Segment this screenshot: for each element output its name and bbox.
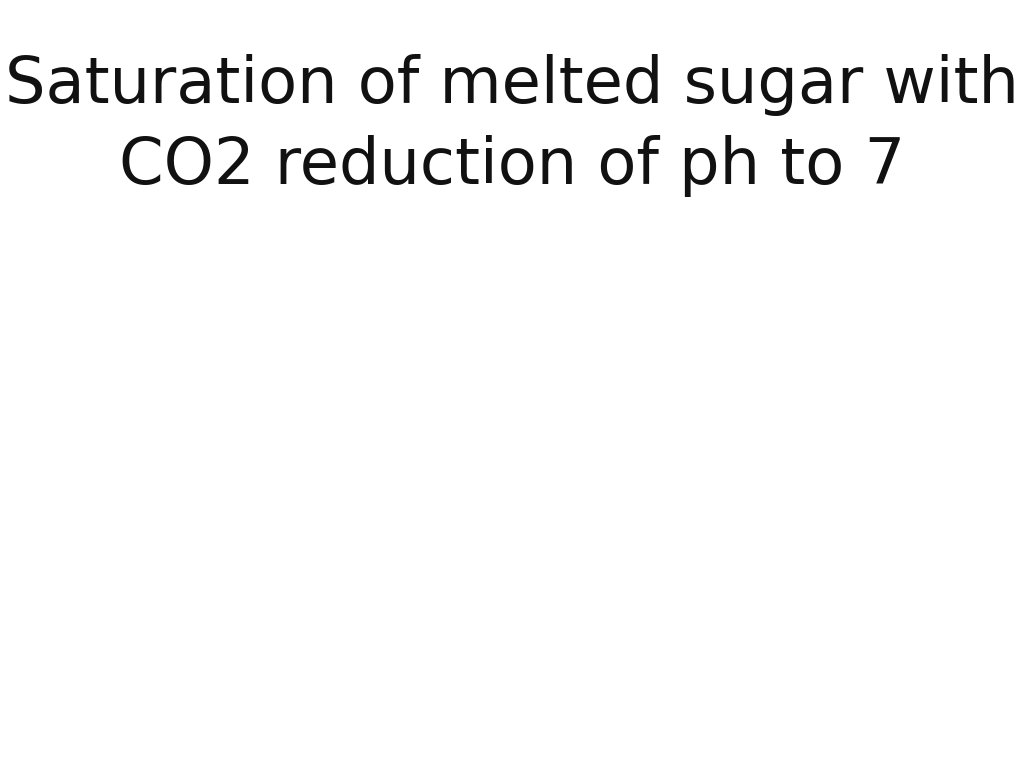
Text: Saturation of melted sugar with
CO2 reduction of ph to 7: Saturation of melted sugar with CO2 redu… [5,54,1019,197]
